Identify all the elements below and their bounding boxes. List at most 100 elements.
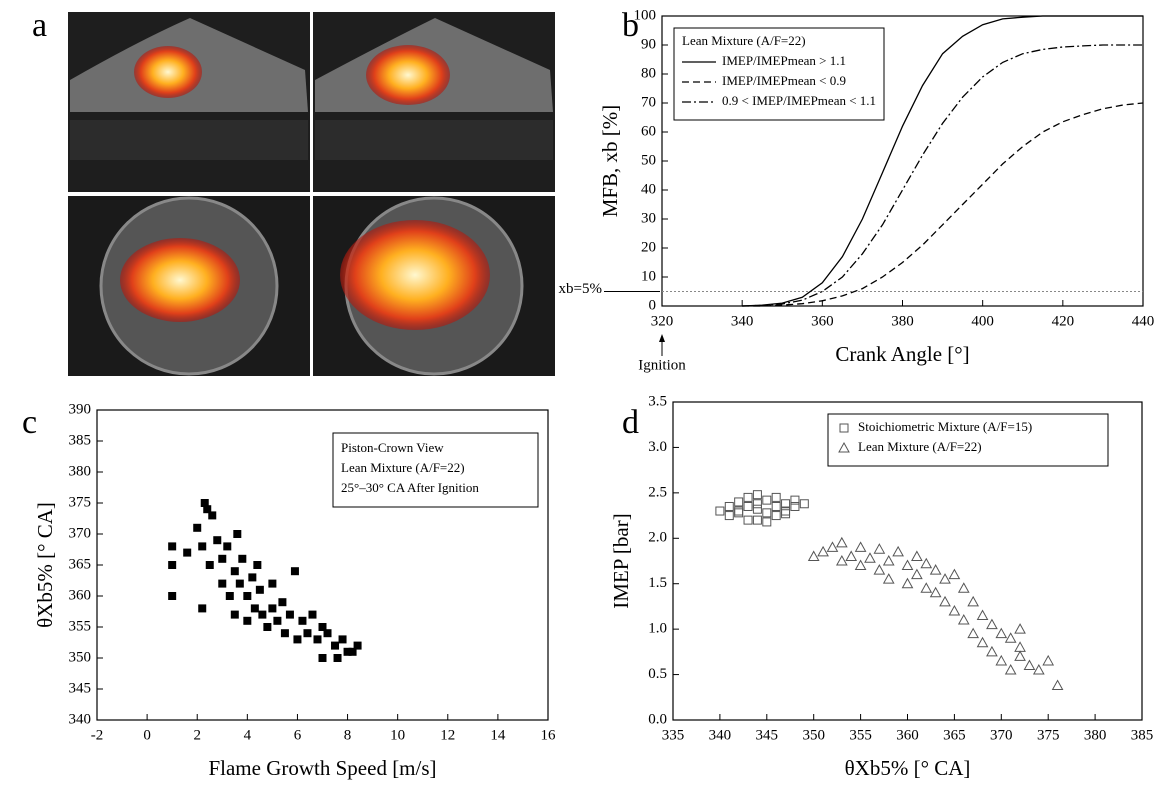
x-tick-label: 355 <box>849 727 872 743</box>
y-tick-label: 3.5 <box>648 393 667 409</box>
piston <box>70 120 308 160</box>
point <box>248 573 257 582</box>
y-tick-label: 30 <box>641 210 656 226</box>
point <box>817 545 829 557</box>
x-tick-label: 360 <box>896 727 919 743</box>
point <box>901 559 914 571</box>
flame <box>340 220 490 330</box>
y-tick-label: 50 <box>641 152 656 168</box>
point <box>263 623 272 631</box>
line <box>742 44 1143 307</box>
point <box>290 567 299 576</box>
point <box>762 495 772 505</box>
y-axis-label: IMEP [bar] <box>609 513 633 608</box>
piston <box>315 120 553 160</box>
x-tick-label: 8 <box>344 727 352 743</box>
point <box>901 577 914 589</box>
flame <box>134 46 202 98</box>
annotation-box <box>332 432 539 508</box>
x-tick-label: 420 <box>1052 313 1075 329</box>
legend-label: Stoichiometric Mixture (A/F=15) <box>858 419 1032 434</box>
flame <box>120 238 240 322</box>
x-axis-label: θXb5% [° CA] <box>845 756 971 780</box>
point <box>225 592 234 600</box>
point <box>882 554 895 566</box>
x-tick-label: 440 <box>1132 313 1155 329</box>
point <box>771 501 781 511</box>
y-axis-label: MFB, xb [%] <box>598 105 622 218</box>
x-tick-label: 345 <box>756 727 779 743</box>
point <box>298 616 307 625</box>
point <box>1004 663 1017 675</box>
point <box>790 501 800 511</box>
point <box>278 598 287 607</box>
y-tick-label: 90 <box>641 36 656 52</box>
point <box>724 501 734 511</box>
point <box>293 635 302 644</box>
point <box>995 654 1008 666</box>
point <box>967 595 980 607</box>
point <box>258 610 267 619</box>
point <box>873 543 886 554</box>
point <box>743 515 753 525</box>
legend-box <box>827 413 1109 467</box>
arrow-head <box>659 334 665 342</box>
annotation-text: Piston-Crown View <box>341 440 444 455</box>
x-tick-label: 400 <box>971 313 994 329</box>
point <box>218 554 227 563</box>
point <box>308 610 317 619</box>
legend-marker <box>838 441 850 453</box>
point <box>1014 641 1026 652</box>
x-tick-label: 4 <box>244 727 252 743</box>
point <box>762 508 772 518</box>
x-axis-label: Flame Growth Speed [m/s] <box>208 756 436 780</box>
y-tick-label: 385 <box>69 432 92 448</box>
point <box>243 592 252 600</box>
x-tick-label: 16 <box>541 727 557 743</box>
point <box>343 647 352 656</box>
panel-letter: d <box>622 404 639 441</box>
y-tick-label: 100 <box>634 7 657 23</box>
y-tick-label: 40 <box>641 181 656 197</box>
x-tick-label: 6 <box>294 727 302 743</box>
point <box>986 618 998 630</box>
y-tick-label: 1.5 <box>648 575 667 591</box>
point <box>218 579 227 588</box>
point <box>331 641 340 650</box>
y-tick-label: 0.5 <box>648 666 667 682</box>
legend-title: Lean Mixture (A/F=22) <box>682 33 806 48</box>
point <box>348 647 357 656</box>
panel-letter: b <box>622 7 639 44</box>
point <box>752 499 762 509</box>
y-tick-label: 2.0 <box>648 530 667 546</box>
point <box>1023 659 1036 670</box>
legend-label: 0.9 < IMEP/IMEPmean < 1.1 <box>722 93 876 108</box>
y-tick-label: 3.0 <box>648 439 667 455</box>
point <box>233 530 242 538</box>
point <box>957 614 970 625</box>
point <box>995 627 1008 639</box>
point <box>1032 663 1045 675</box>
point <box>208 511 217 520</box>
point <box>873 564 886 575</box>
point <box>752 504 762 514</box>
y-tick-label: 10 <box>641 268 656 284</box>
y-tick-label: 340 <box>69 711 92 727</box>
point <box>1014 650 1026 661</box>
point <box>205 561 214 569</box>
point <box>911 550 923 561</box>
x-tick-label: 340 <box>731 313 754 329</box>
y-axis-label: θXb5% [° CA] <box>33 502 57 628</box>
y-tick-label: 70 <box>641 94 656 110</box>
point <box>752 490 762 500</box>
point <box>280 629 289 638</box>
point <box>268 604 277 613</box>
legend-marker <box>839 423 849 433</box>
y-tick-label: 350 <box>69 649 92 665</box>
annotation-text: 25°–30° CA After Ignition <box>341 480 479 495</box>
point <box>734 506 744 516</box>
point <box>1051 679 1064 690</box>
y-tick-label: 60 <box>641 123 656 139</box>
point <box>353 641 362 650</box>
